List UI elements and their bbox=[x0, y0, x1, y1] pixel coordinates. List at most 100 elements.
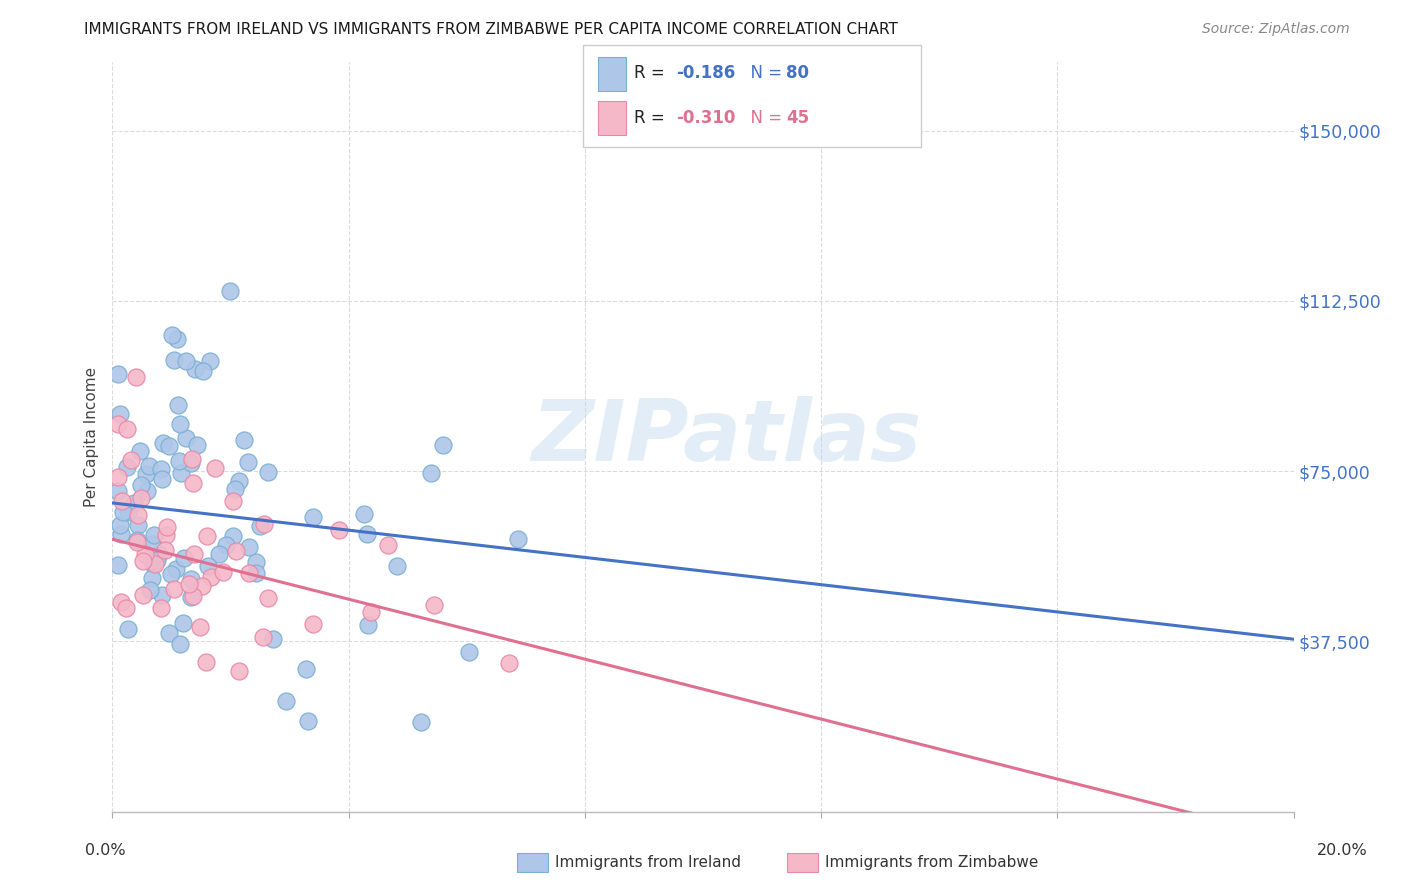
Point bbox=[111, 494, 134, 508]
Point bbox=[195, 528, 218, 542]
Point bbox=[353, 507, 375, 521]
Text: Source: ZipAtlas.com: Source: ZipAtlas.com bbox=[1202, 22, 1350, 37]
Point bbox=[236, 455, 259, 469]
Point bbox=[173, 551, 195, 566]
Point bbox=[302, 510, 325, 524]
Text: 80: 80 bbox=[786, 64, 808, 82]
Point bbox=[150, 600, 173, 615]
Text: 0.0%: 0.0% bbox=[86, 843, 125, 857]
Point bbox=[204, 461, 226, 475]
Point bbox=[138, 458, 160, 473]
Point bbox=[149, 462, 172, 476]
Point bbox=[170, 467, 193, 481]
Point bbox=[215, 538, 238, 552]
Point bbox=[253, 517, 276, 532]
Point bbox=[409, 714, 432, 729]
Point bbox=[181, 589, 204, 603]
Point bbox=[107, 367, 129, 381]
Point bbox=[107, 469, 129, 483]
Point bbox=[211, 565, 233, 579]
Point bbox=[457, 645, 479, 659]
Point bbox=[146, 552, 169, 566]
Point bbox=[377, 538, 399, 552]
Point bbox=[129, 478, 152, 492]
Point bbox=[110, 595, 132, 609]
Point bbox=[183, 547, 205, 561]
Point bbox=[328, 523, 350, 537]
Point bbox=[155, 528, 177, 542]
Point bbox=[257, 465, 280, 479]
Point bbox=[165, 562, 187, 576]
Text: IMMIGRANTS FROM IRELAND VS IMMIGRANTS FROM ZIMBABWE PER CAPITA INCOME CORRELATIO: IMMIGRANTS FROM IRELAND VS IMMIGRANTS FR… bbox=[84, 22, 898, 37]
Point bbox=[181, 476, 204, 491]
Point bbox=[129, 491, 152, 505]
Text: 20.0%: 20.0% bbox=[1317, 843, 1368, 857]
Point bbox=[194, 655, 217, 669]
Point bbox=[117, 622, 139, 636]
Point bbox=[111, 505, 134, 519]
Point bbox=[166, 332, 188, 346]
Point bbox=[117, 460, 139, 475]
Point bbox=[163, 582, 186, 596]
Text: R =: R = bbox=[634, 109, 671, 127]
Point bbox=[143, 557, 166, 571]
Point bbox=[222, 493, 245, 508]
Point bbox=[152, 436, 174, 450]
Text: 45: 45 bbox=[786, 109, 808, 127]
Point bbox=[135, 484, 157, 499]
Point bbox=[115, 601, 138, 615]
Point bbox=[179, 577, 201, 591]
Point bbox=[150, 588, 173, 602]
Point bbox=[200, 570, 222, 584]
Point bbox=[163, 353, 186, 368]
Point bbox=[225, 544, 247, 558]
Point bbox=[141, 536, 163, 550]
Point bbox=[166, 398, 188, 412]
Point bbox=[297, 714, 319, 728]
Point bbox=[232, 433, 254, 447]
Point bbox=[356, 526, 378, 541]
Point bbox=[125, 533, 148, 547]
Point bbox=[174, 431, 197, 445]
Point bbox=[169, 637, 191, 651]
Y-axis label: Per Capita Income: Per Capita Income bbox=[84, 367, 100, 508]
Text: Immigrants from Ireland: Immigrants from Ireland bbox=[555, 855, 741, 870]
Point bbox=[357, 617, 380, 632]
Point bbox=[167, 454, 190, 468]
Point bbox=[295, 662, 318, 676]
Text: Immigrants from Zimbabwe: Immigrants from Zimbabwe bbox=[825, 855, 1039, 870]
Point bbox=[176, 354, 198, 368]
Point bbox=[108, 408, 131, 422]
Point bbox=[110, 518, 132, 533]
Point bbox=[159, 567, 181, 582]
Point bbox=[132, 554, 155, 568]
Point bbox=[224, 482, 246, 496]
Text: R =: R = bbox=[634, 64, 671, 82]
Point bbox=[107, 483, 129, 498]
Point bbox=[107, 558, 129, 573]
Point bbox=[262, 632, 284, 647]
Point bbox=[127, 508, 149, 523]
Point bbox=[249, 518, 271, 533]
Point bbox=[159, 439, 181, 453]
Point bbox=[141, 558, 163, 572]
Point bbox=[222, 529, 245, 543]
Point bbox=[139, 582, 162, 597]
Point bbox=[191, 579, 214, 593]
Point bbox=[157, 625, 180, 640]
Point bbox=[150, 472, 173, 486]
Point bbox=[120, 453, 142, 467]
Point bbox=[134, 547, 156, 561]
Point bbox=[141, 572, 163, 586]
Point bbox=[127, 518, 149, 533]
Point bbox=[190, 620, 212, 634]
Point bbox=[238, 566, 260, 580]
Point bbox=[228, 475, 250, 489]
Point bbox=[181, 451, 204, 466]
Text: N =: N = bbox=[740, 64, 787, 82]
Point bbox=[125, 534, 148, 549]
Point bbox=[186, 438, 208, 452]
Point bbox=[198, 354, 221, 368]
Text: -0.310: -0.310 bbox=[676, 109, 735, 127]
Text: N =: N = bbox=[740, 109, 787, 127]
